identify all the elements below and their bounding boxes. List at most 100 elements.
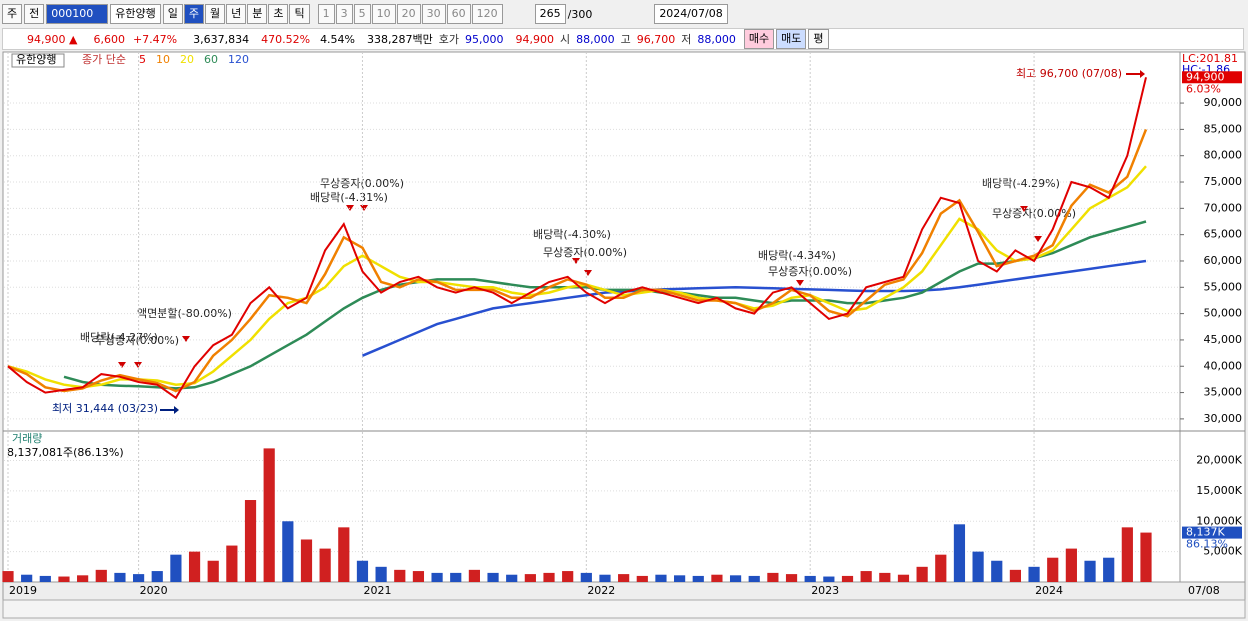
x-tick-label: 07/08 [1188, 584, 1220, 597]
periods-button[interactable]: 초 [268, 4, 289, 24]
volume-bar [767, 572, 779, 582]
volume-bar [935, 554, 947, 582]
y-tick-label: 85,000 [1204, 122, 1243, 135]
volume-bar [170, 554, 182, 582]
periods-button[interactable]: 주 [183, 4, 204, 24]
annotation: 최저 31,444 (03/23) [52, 402, 158, 415]
annotation: 무상증자(0.00%) [543, 246, 627, 259]
periods-button[interactable]: 년 [226, 4, 247, 24]
volume-bar [506, 574, 518, 582]
x-tick-label: 2020 [140, 584, 168, 597]
max: /300 [567, 7, 593, 21]
ranges-button[interactable]: 1 [317, 4, 335, 24]
volume-bar [860, 571, 872, 582]
stock-name[interactable]: 유한양행 [110, 4, 161, 24]
volume-bar [394, 569, 406, 582]
volume-bar [300, 539, 313, 582]
date[interactable]: 2024/07/08 [654, 4, 728, 24]
code-input[interactable]: 000100 [46, 4, 109, 24]
volume-bar [953, 524, 966, 582]
volume-bar [804, 575, 816, 582]
ranges-button[interactable]: 10 [371, 4, 396, 24]
volume-bar [580, 572, 592, 582]
price-badge [1182, 71, 1242, 84]
volume-bar [188, 551, 201, 582]
annotation: 무상증자(0.00%) [768, 265, 852, 278]
legend-entry: 20 [180, 53, 194, 66]
open-label: 시 [560, 33, 571, 46]
legend-prefix: 종가 단순 [82, 53, 126, 66]
periods-button[interactable]: 월 [204, 4, 226, 24]
ranges-button[interactable]: 30 [421, 4, 446, 24]
volume-bar [1009, 569, 1022, 582]
y-tick-label: 80,000 [1204, 149, 1243, 162]
ranges-button[interactable]: 120 [471, 4, 503, 24]
volume-bar [282, 521, 294, 582]
volume-bar [524, 574, 536, 582]
y-tick-label: 10,000K [1196, 514, 1242, 527]
periods-button[interactable]: 틱 [289, 4, 310, 24]
y-tick-label: 65,000 [1204, 228, 1243, 241]
volume-bar [655, 574, 667, 582]
rate: +7.47% [132, 32, 178, 46]
volume-bar [132, 574, 145, 582]
ranges: 1 3 5 10 20 30 60 120 [317, 4, 503, 24]
legend-entry: 120 [228, 53, 249, 66]
price-title: 유한양행 [16, 53, 56, 66]
ranges-button[interactable]: 5 [353, 4, 371, 24]
legend-entry: 10 [156, 53, 170, 66]
volume-bar [431, 572, 443, 582]
x-tick-label: 2022 [587, 584, 615, 597]
sell-button[interactable]: 매도 [776, 29, 807, 49]
lc: LC:201.81 [1182, 52, 1238, 65]
y-tick-label: 55,000 [1204, 280, 1243, 293]
y-tick-label: 5,000K [1203, 545, 1242, 558]
ask-label: 호가 [438, 33, 459, 46]
volume-bar [729, 575, 742, 582]
volume-bar [1140, 532, 1152, 582]
x-tick-label: 2021 [363, 584, 391, 597]
volume-bar [1065, 548, 1077, 582]
y-tick-label: 35,000 [1204, 386, 1243, 399]
count[interactable]: 265 [534, 4, 566, 24]
y-tick-label: 30,000 [1204, 412, 1243, 425]
volume-bar [748, 575, 760, 582]
buy-button[interactable]: 매수 [743, 29, 775, 49]
volume-bar [207, 560, 219, 582]
volume-bar [785, 574, 798, 582]
prev[interactable]: 전 [24, 4, 45, 24]
ranges-button[interactable]: 20 [396, 4, 421, 24]
periods-button[interactable]: 일 [162, 4, 183, 24]
legend-entry: 60 [204, 53, 218, 66]
volume-bar [77, 575, 89, 582]
volume-bar [599, 574, 611, 582]
y-tick-label: 40,000 [1204, 359, 1243, 372]
volume-bar [841, 575, 854, 582]
volume-title: 거래량 [12, 432, 42, 445]
volume-bar [972, 551, 984, 582]
volume-bar [356, 560, 369, 582]
annotation: 배당락(-4.34%) [758, 249, 836, 262]
x-tick-label: 2024 [1035, 584, 1063, 597]
bid: 94,900 [515, 32, 555, 46]
last-volume: 8,137K [1186, 526, 1225, 539]
volume-bar [58, 576, 70, 582]
ranges-button[interactable]: 60 [446, 4, 471, 24]
annotation: 무상증자(0.00%) [320, 177, 404, 190]
volume-bar [338, 527, 350, 582]
volume-bar [711, 574, 723, 582]
volume-bar [618, 574, 630, 582]
volume-bar [879, 572, 891, 582]
ranges-button[interactable]: 3 [335, 4, 353, 24]
volume-bar [2, 571, 14, 582]
y-tick-label: 60,000 [1204, 254, 1243, 267]
volume-bar [319, 548, 331, 582]
avg-button[interactable]: 평 [808, 29, 829, 49]
periods-button[interactable]: 분 [247, 4, 268, 24]
scrollbar[interactable] [2, 599, 1246, 619]
volume-subtitle: 8,137,081주(86.13%) [7, 446, 124, 459]
amount: 338,287백만 [367, 33, 433, 46]
volume-bar [95, 569, 107, 582]
market[interactable]: 주 [2, 4, 23, 24]
